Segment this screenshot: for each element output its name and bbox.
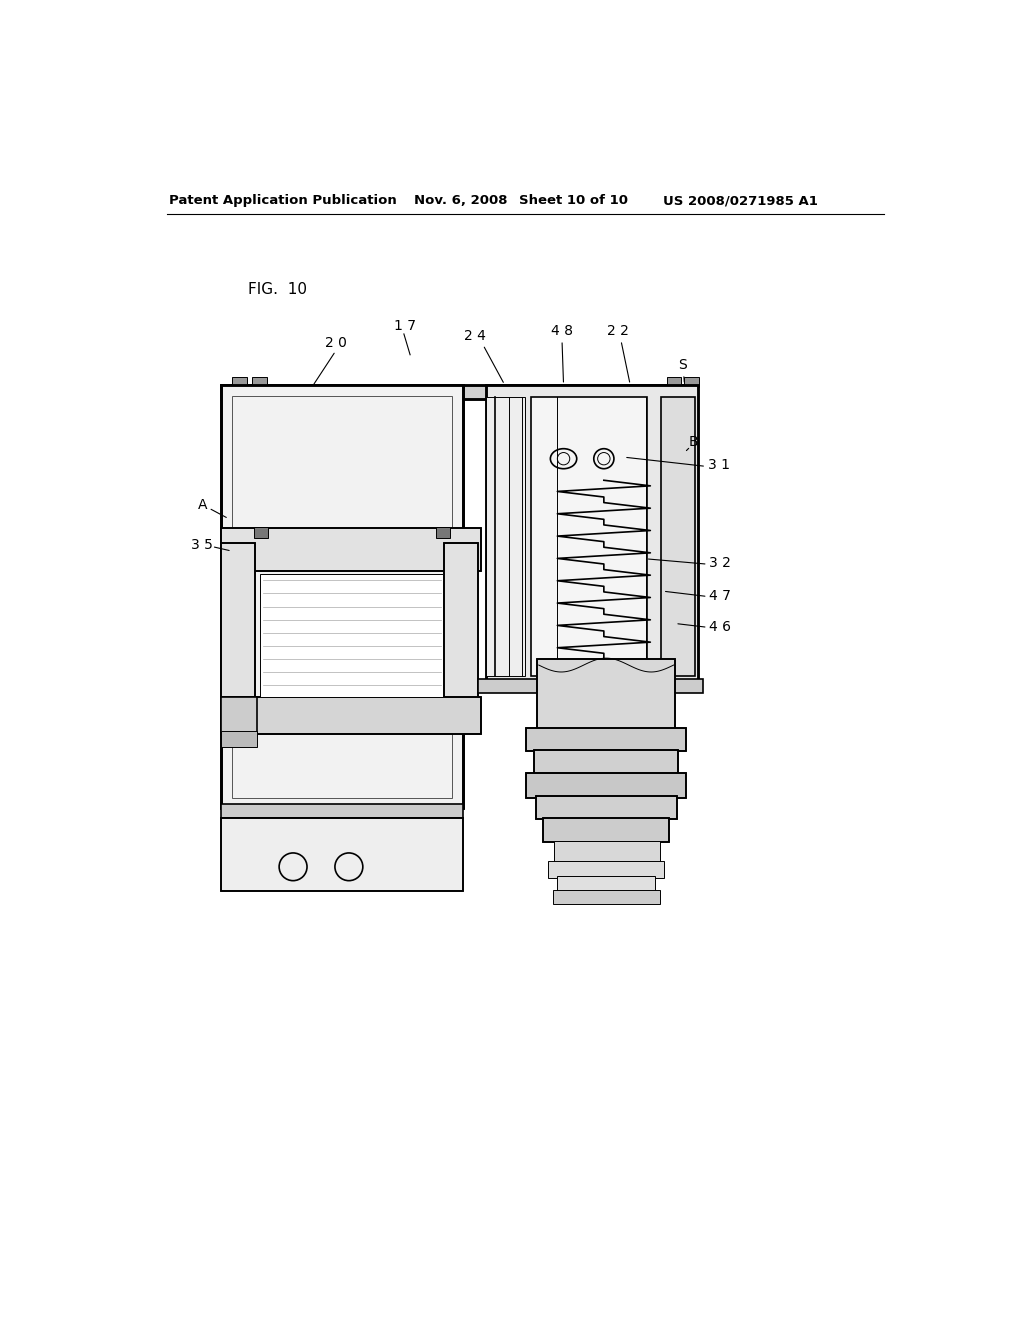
Text: 3 1: 3 1 <box>708 458 730 471</box>
Bar <box>548 861 665 878</box>
Text: FIG.  10: FIG. 10 <box>248 281 307 297</box>
Bar <box>221 817 463 891</box>
Bar <box>486 397 524 676</box>
Bar <box>221 544 255 705</box>
Bar <box>231 396 452 797</box>
Bar <box>538 659 675 733</box>
Text: 2 2: 2 2 <box>607 323 629 338</box>
Bar <box>553 890 659 904</box>
Bar <box>538 659 675 733</box>
Text: 4 8: 4 8 <box>551 323 573 338</box>
Text: 4 7: 4 7 <box>710 589 731 603</box>
Bar <box>221 385 695 399</box>
Bar <box>221 385 695 399</box>
Text: Nov. 6, 2008: Nov. 6, 2008 <box>415 194 508 207</box>
Text: 1 7: 1 7 <box>394 319 417 333</box>
Bar <box>486 385 698 685</box>
Bar <box>536 796 677 818</box>
Bar <box>231 378 247 387</box>
Bar <box>260 574 442 697</box>
Bar <box>486 385 698 685</box>
Bar <box>536 796 677 818</box>
Bar <box>221 697 480 734</box>
Bar <box>662 397 695 676</box>
Bar <box>531 397 647 676</box>
Bar <box>667 378 681 387</box>
Bar <box>526 729 686 751</box>
Bar <box>444 544 478 705</box>
Bar <box>526 729 686 751</box>
Text: 2 0: 2 0 <box>325 337 347 350</box>
Bar <box>221 697 257 734</box>
Text: B: B <box>689 434 698 449</box>
Text: 4 6: 4 6 <box>710 619 731 634</box>
Text: US 2008/0271985 A1: US 2008/0271985 A1 <box>663 194 818 207</box>
Bar <box>436 527 451 539</box>
Bar <box>221 817 463 891</box>
Text: S: S <box>679 358 687 372</box>
Text: 2 4: 2 4 <box>464 329 486 342</box>
Bar <box>254 527 268 539</box>
Bar <box>684 378 699 387</box>
Bar <box>535 750 678 775</box>
Text: 3 2: 3 2 <box>710 557 731 570</box>
Text: Sheet 10 of 10: Sheet 10 of 10 <box>519 194 628 207</box>
Text: Patent Application Publication: Patent Application Publication <box>169 194 397 207</box>
Bar <box>544 817 669 842</box>
Text: A: A <box>198 498 207 512</box>
Bar <box>252 378 266 387</box>
Bar <box>557 876 655 891</box>
Bar <box>221 528 480 572</box>
Bar <box>221 544 255 705</box>
Bar <box>221 528 480 572</box>
Bar <box>526 774 686 797</box>
Text: 3 5: 3 5 <box>191 539 213 552</box>
Bar <box>221 697 480 734</box>
Bar <box>221 385 463 808</box>
Bar <box>221 804 463 817</box>
Bar <box>544 817 669 842</box>
Bar <box>554 841 659 862</box>
Bar <box>221 731 257 747</box>
Bar <box>444 544 478 705</box>
Bar <box>535 750 678 775</box>
Bar <box>221 385 463 808</box>
Bar <box>526 774 686 797</box>
Bar <box>478 678 703 693</box>
